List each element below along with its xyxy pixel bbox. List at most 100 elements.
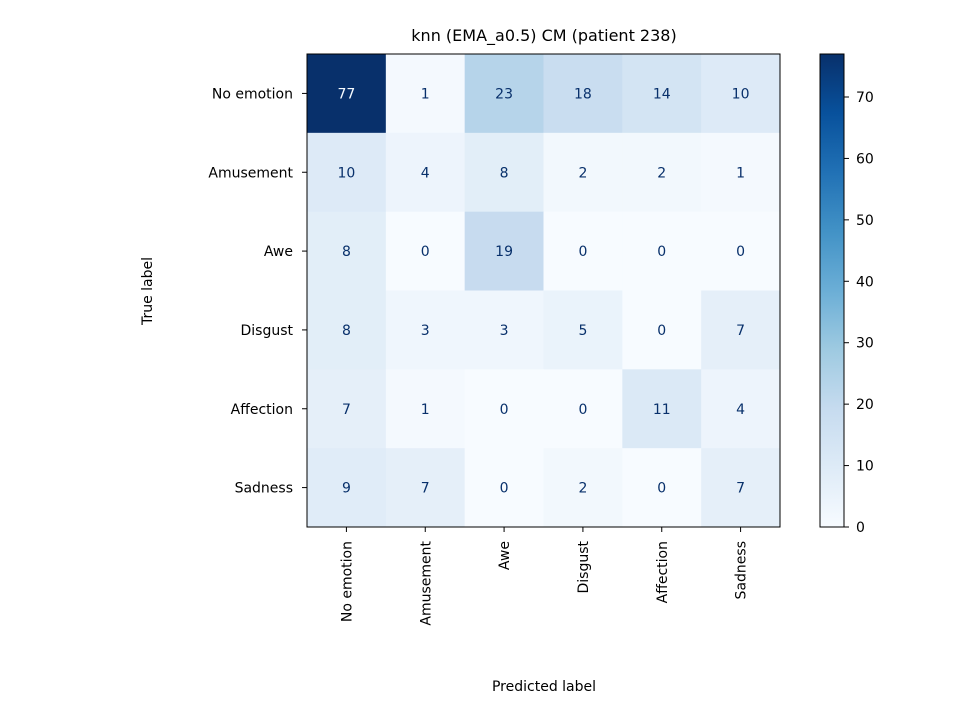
colorbar	[819, 53, 845, 528]
colorbar-tick-label: 0	[856, 520, 865, 536]
cell-value-label: 7	[736, 481, 745, 497]
cell-value-label: 8	[342, 323, 351, 339]
plot-frame	[306, 53, 781, 528]
cell-value-label: 1	[421, 402, 430, 418]
heatmap-cell	[307, 54, 387, 134]
colorbar-tick-label: 60	[856, 151, 874, 167]
heatmap-cell	[385, 132, 466, 213]
y-tick-label: Awe	[264, 244, 293, 260]
y-axis-label: True label	[140, 257, 156, 326]
heatmap-cell	[464, 132, 544, 213]
colorbar-ticks: 0 10 20 30 40 50 60 70	[844, 90, 874, 536]
cell-value-label: 3	[500, 323, 509, 339]
heatmap-cell	[307, 448, 387, 528]
cell-value-label: 0	[657, 481, 666, 497]
y-tick-label: Sadness	[235, 481, 293, 497]
cell-value-label: 14	[653, 86, 671, 102]
heatmap-cell	[464, 211, 544, 291]
cell-value-label: 10	[732, 86, 750, 102]
cell-value-label: 77	[338, 86, 356, 102]
heatmap-cell	[622, 290, 702, 370]
heatmap-cell	[701, 54, 781, 134]
heatmap-cell	[543, 54, 623, 134]
cell-value-label: 0	[500, 402, 509, 418]
cell-value-label: 0	[578, 244, 587, 260]
heatmap-cell	[543, 290, 623, 370]
cell-value-label: 0	[421, 244, 430, 260]
cell-value-label: 1	[736, 165, 745, 181]
cell-value-label: 19	[495, 244, 513, 260]
cell-value-label: 3	[421, 323, 430, 339]
cell-value-label: 5	[578, 323, 587, 339]
cell-value-label: 7	[342, 402, 351, 418]
heatmap-cell	[543, 211, 623, 291]
colorbar-tick-label: 20	[856, 397, 874, 413]
colorbar-tick-label: 40	[856, 274, 874, 290]
cell-value-label: 9	[342, 481, 351, 497]
cell-value-label: 2	[578, 481, 587, 497]
heatmap-cell	[385, 369, 466, 449]
y-tick-label: Amusement	[208, 165, 293, 181]
x-tick-label: Disgust	[576, 540, 592, 593]
heatmap-cell	[307, 211, 387, 291]
cell-value-label: 4	[421, 165, 430, 181]
x-axis-label: Predicted label	[492, 679, 596, 695]
colorbar-tick-label: 10	[856, 459, 874, 475]
cell-value-label: 2	[657, 165, 666, 181]
heatmap-cell	[701, 448, 781, 528]
x-axis-ticks: No emotion Amusement Awe Disgust Affection Sa…	[339, 527, 750, 626]
heatmap-cell	[464, 369, 544, 449]
cell-value-label: 1	[421, 86, 430, 102]
colorbar-tick-label: 30	[856, 336, 874, 352]
heatmap-cell	[464, 448, 544, 528]
heatmap-cell	[622, 132, 702, 213]
cell-value-label: 8	[342, 244, 351, 260]
heatmap-cell	[307, 290, 387, 370]
cell-value-label: 11	[653, 402, 671, 418]
heatmap-cell	[701, 211, 781, 291]
heatmap-cell	[622, 369, 702, 449]
cell-value-label: 8	[500, 165, 509, 181]
y-tick-label: Affection	[231, 402, 293, 418]
heatmap-cell	[307, 369, 387, 449]
cell-value-label: 10	[338, 165, 356, 181]
x-tick-label: Affection	[655, 541, 671, 603]
cell-value-label: 7	[421, 481, 430, 497]
heatmap-cell	[307, 132, 387, 213]
heatmap-cell	[622, 211, 702, 291]
chart-title: knn (EMA_a0.5) CM (patient 238)	[411, 26, 676, 46]
cell-value-label: 0	[657, 244, 666, 260]
heatmap-cell	[385, 448, 466, 528]
x-tick-label: No emotion	[339, 541, 355, 622]
heatmap-cell	[385, 290, 466, 370]
cell-value-label: 0	[736, 244, 745, 260]
y-tick-label: Disgust	[240, 323, 293, 339]
heatmap-cell	[464, 54, 544, 134]
x-tick-label: Awe	[497, 541, 513, 570]
cell-value-label: 18	[574, 86, 592, 102]
heatmap-cell	[622, 54, 702, 134]
heatmap-cell	[701, 290, 781, 370]
colorbar-tick-label: 50	[856, 213, 874, 229]
x-tick-label: Amusement	[418, 540, 434, 625]
x-tick-label: Sadness	[734, 541, 750, 599]
heatmap-cell	[701, 369, 781, 449]
heatmap-cell	[385, 54, 466, 134]
y-tick-label: No emotion	[212, 86, 293, 102]
heatmap-cell	[543, 132, 623, 213]
heatmap-cell	[464, 290, 544, 370]
heatmap-cell	[385, 211, 466, 291]
cell-value-label: 2	[578, 165, 587, 181]
cell-value-label: 0	[500, 481, 509, 497]
cell-value-label: 7	[736, 323, 745, 339]
cell-value-label: 4	[736, 402, 745, 418]
cell-value-label: 0	[657, 323, 666, 339]
cell-value-label: 0	[578, 402, 587, 418]
heatmap-cell	[543, 448, 623, 528]
cell-value-label: 23	[495, 86, 513, 102]
heatmap-cell	[622, 448, 702, 528]
heatmap-cell	[543, 369, 623, 449]
heatmap-cell	[701, 132, 781, 213]
